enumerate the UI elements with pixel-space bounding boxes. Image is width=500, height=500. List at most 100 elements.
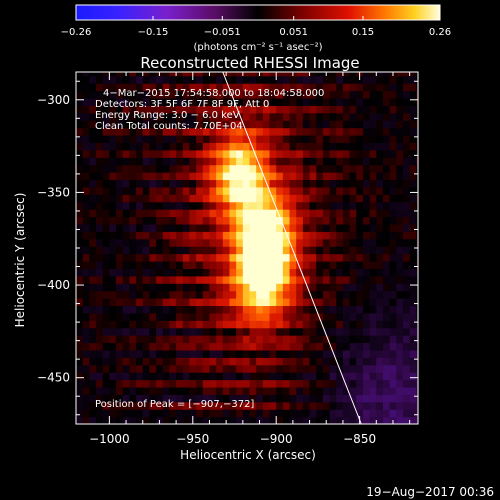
heatmap-cell: [196, 127, 204, 136]
heatmap-cell: [129, 357, 137, 366]
heatmap-cell: [142, 416, 150, 424]
heatmap-cell: [202, 394, 211, 403]
annotation-line: 4−Mar−2015 17:54:58.000 to 18:04:58.000: [103, 88, 324, 99]
heatmap-cell: [182, 305, 191, 314]
heatmap-cell: [302, 357, 311, 366]
heatmap-cell: [102, 97, 110, 106]
heatmap-cell: [256, 305, 264, 314]
heatmap-cell: [269, 312, 277, 321]
heatmap-cell: [116, 72, 124, 77]
heatmap-cell: [256, 179, 264, 188]
heatmap-cell: [316, 149, 324, 158]
heatmap-cell: [196, 120, 204, 129]
heatmap-cell: [76, 142, 84, 151]
heatmap-cell: [302, 268, 311, 277]
heatmap-cell: [296, 275, 304, 284]
heatmap-cell: [129, 179, 137, 188]
heatmap-cell: [309, 157, 317, 166]
heatmap-cell: [322, 238, 331, 247]
heatmap-cell: [302, 349, 311, 358]
heatmap-cell: [242, 72, 251, 77]
heatmap-cell: [176, 231, 184, 240]
heatmap-cell: [389, 342, 397, 351]
heatmap-cell: [169, 386, 177, 395]
heatmap-cell: [262, 97, 271, 106]
heatmap-cell: [102, 223, 110, 232]
heatmap-cell: [369, 379, 377, 388]
heatmap-cell: [382, 216, 391, 225]
heatmap-cell: [149, 327, 157, 336]
heatmap-cell: [262, 327, 271, 336]
heatmap-cell: [156, 120, 164, 129]
heatmap-cell: [269, 394, 277, 403]
heatmap-cell: [316, 342, 324, 351]
heatmap-cell: [156, 127, 164, 136]
heatmap-cell: [242, 179, 251, 188]
heatmap-cell: [116, 201, 124, 210]
heatmap-cell: [282, 172, 291, 181]
heatmap-cell: [336, 75, 344, 84]
heatmap-cell: [242, 149, 251, 158]
heatmap-cell: [96, 134, 104, 143]
heatmap-cell: [176, 149, 184, 158]
heatmap-cell: [169, 379, 177, 388]
heatmap-cell: [236, 179, 244, 188]
heatmap-cell: [376, 290, 384, 299]
heatmap-cell: [269, 231, 277, 240]
heatmap-cell: [362, 357, 371, 366]
heatmap-cell: [196, 149, 204, 158]
heatmap-cell: [249, 298, 257, 307]
heatmap-cell: [316, 127, 324, 136]
heatmap-cell: [122, 194, 130, 203]
heatmap-cell: [202, 164, 211, 173]
heatmap-cell: [296, 320, 304, 329]
heatmap-cell: [362, 223, 371, 232]
heatmap-cell: [82, 157, 90, 166]
heatmap-cell: [329, 379, 337, 388]
heatmap-cell: [202, 223, 211, 232]
heatmap-cell: [229, 335, 237, 344]
heatmap-cell: [162, 320, 171, 329]
heatmap-cell: [236, 342, 244, 351]
heatmap-cell: [416, 164, 418, 173]
heatmap-cell: [356, 342, 364, 351]
heatmap-cell: [356, 386, 364, 395]
heatmap-cell: [416, 97, 418, 106]
heatmap-cell: [369, 134, 377, 143]
heatmap-cell: [302, 290, 311, 299]
heatmap-cell: [389, 112, 397, 121]
heatmap-cell: [382, 364, 391, 373]
heatmap-cell: [102, 216, 110, 225]
heatmap-cell: [356, 142, 364, 151]
heatmap-cell: [169, 209, 177, 218]
heatmap-cell: [216, 83, 224, 92]
heatmap-cell: [182, 246, 191, 255]
heatmap-cell: [342, 364, 351, 373]
heatmap-cell: [342, 75, 351, 84]
heatmap-cell: [122, 320, 130, 329]
heatmap-cell: [129, 83, 137, 92]
heatmap-cell: [109, 409, 117, 418]
heatmap-cell: [276, 142, 284, 151]
heatmap-cell: [182, 127, 191, 136]
heatmap-cell: [202, 97, 211, 106]
heatmap-cell: [396, 194, 404, 203]
heatmap-cell: [122, 327, 130, 336]
heatmap-cell: [176, 260, 184, 269]
heatmap-cell: [142, 142, 150, 151]
heatmap-cell: [356, 120, 364, 129]
heatmap-cell: [109, 194, 117, 203]
heatmap-cell: [142, 186, 150, 195]
heatmap-cell: [229, 253, 237, 262]
heatmap-cell: [169, 401, 177, 410]
heatmap-cell: [289, 253, 297, 262]
heatmap-cell: [189, 320, 197, 329]
heatmap-cell: [382, 246, 391, 255]
heatmap-cell: [109, 149, 117, 158]
heatmap-cell: [149, 112, 157, 121]
heatmap-cell: [376, 283, 384, 292]
heatmap-cell: [369, 394, 377, 403]
heatmap-cell: [116, 409, 124, 418]
heatmap-cell: [376, 120, 384, 129]
heatmap-cell: [329, 268, 337, 277]
